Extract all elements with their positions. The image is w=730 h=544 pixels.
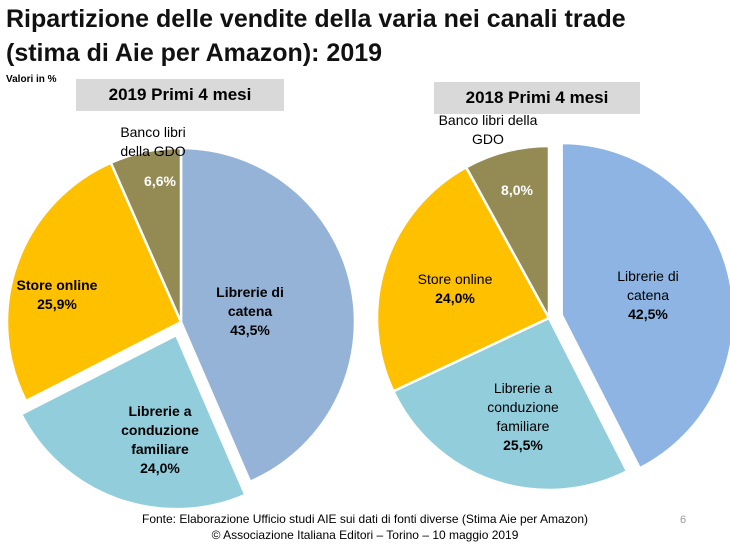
- pie-title-2018: 2018 Primi 4 mesi: [434, 82, 640, 114]
- units-note: Valori in %: [6, 74, 57, 85]
- pie2018-slice-store-online: [375, 165, 551, 393]
- pie2019-slice-store-online: [5, 161, 183, 403]
- pie2019-label-librerie-a-conduzione-familiare: Librerie a conduzione familiare 24,0%: [121, 403, 199, 476]
- pie2019-slice-librerie-a-conduzione-familiare: [19, 333, 248, 511]
- page-number: 6: [680, 514, 687, 526]
- pie2019-group: Librerie di catena 43,5% Librerie a conduzio…: [5, 124, 357, 511]
- title-line-2: (stima di Aie per Amazon): 2019: [6, 39, 383, 67]
- pie2018-group: Librerie di catena 42,5% Librerie a conduzio…: [375, 112, 730, 492]
- title-line-1: Ripartizione delle vendite della varia n…: [6, 5, 626, 33]
- source-note: Fonte: Elaborazione Ufficio studi AIE su…: [141, 512, 588, 526]
- pie2019-label-banco-libri-della-gdo: Banco libri della GDO: [120, 124, 185, 159]
- pie2019-slice-librerie-di-catena: [179, 146, 357, 484]
- pie2019-label-librerie-di-catena: Librerie di catena 43,5%: [216, 284, 284, 338]
- copyright-note: © Associazione Italiana Editori – Torino…: [211, 528, 519, 542]
- pie2018-label-banco-libri-della-gdo: Banco libri della GDO: [439, 112, 538, 147]
- pie2018-slice-librerie-di-catena: [560, 141, 730, 470]
- pie2018-slice-librerie-a-conduzione-familiare: [391, 316, 629, 492]
- pie2018-label-librerie-a-conduzione-familiare: Librerie a conduzione familiare 25,5%: [487, 380, 559, 453]
- pie2018-label-store-online: Store online 24,0%: [418, 271, 493, 306]
- pie2018-label-librerie-di-catena: Librerie di catena 42,5%: [617, 268, 678, 322]
- pie2018-value-banco-libri-della-gdo: 8,0%: [501, 182, 533, 198]
- chart-title: Ripartizione delle vendite della varia n…: [6, 2, 726, 70]
- pie2019-value-banco-libri-della-gdo: 6,6%: [144, 173, 176, 189]
- pie2019-slice-banco-libri-della-gdo: [109, 146, 183, 323]
- pie2018-slice-banco-libri-della-gdo: [464, 144, 551, 319]
- pie-title-2019: 2019 Primi 4 mesi: [76, 79, 284, 111]
- pie2019-label-store-online: Store online 25,9%: [17, 277, 98, 312]
